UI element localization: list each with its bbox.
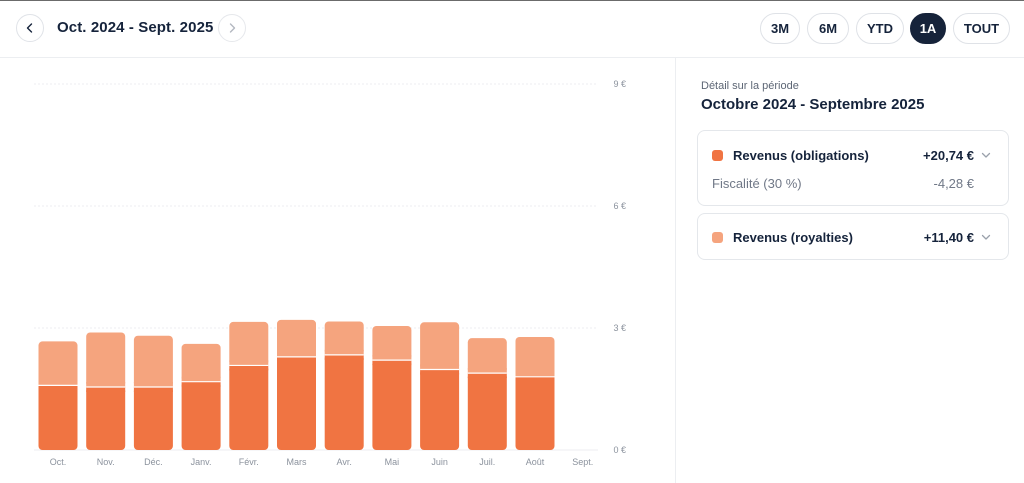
x-tick-label: Oct. — [50, 457, 67, 467]
bar-royalties — [229, 321, 269, 366]
fiscalite-label: Fiscalité (30 %) — [712, 176, 802, 191]
panel-divider — [675, 58, 676, 483]
bar-royalties — [467, 338, 507, 374]
content-area — [0, 57, 1024, 483]
royalties-swatch — [712, 231, 723, 243]
bar-obligations-cap — [372, 360, 412, 366]
obligations-swatch — [712, 149, 723, 161]
bar-royalties-base — [467, 368, 507, 374]
bar-obligations-cap — [133, 386, 173, 392]
bar-obligations — [372, 360, 412, 450]
bar-obligations-cap — [229, 365, 269, 371]
bar-royalties-base — [86, 381, 126, 387]
chevron-down-icon[interactable] — [980, 231, 992, 243]
bar-obligations-cap — [86, 386, 126, 392]
period-header: Oct. 2024 - Sept. 2025 3M 6M YTD 1A TOUT — [0, 1, 1024, 57]
bar-obligations — [38, 385, 78, 450]
bar-royalties — [420, 322, 460, 370]
range-tout-button[interactable]: TOUT — [953, 13, 1010, 44]
obligations-row[interactable]: Revenus (obligations) +20,74 € — [698, 145, 1008, 165]
bar-obligations — [181, 381, 221, 450]
bar-royalties — [133, 335, 173, 387]
previous-period-button[interactable] — [16, 14, 44, 42]
chevron-down-icon[interactable] — [980, 149, 992, 161]
royalties-value: +11,40 € — [923, 229, 974, 245]
revenue-bar-chart: 0 € 3 € 6 € 9 € Oct. Nov. Déc. Janv. Févr. Mars Av… — [34, 79, 626, 467]
chevron-right-icon — [229, 23, 236, 33]
bar-royalties — [372, 325, 412, 361]
y-tick-label: 3 € — [613, 323, 626, 333]
bar-royalties-base — [372, 355, 412, 361]
bar-obligations — [420, 369, 460, 450]
x-tick-label: Juil. — [479, 457, 495, 467]
bar-obligations-cap — [467, 373, 507, 379]
x-tick-label: Juin — [431, 457, 448, 467]
bar-royalties-base — [38, 380, 78, 386]
x-tick-label: Avr. — [337, 457, 352, 467]
obligations-value: +20,74 € — [923, 147, 974, 163]
x-tick-label: Févr. — [239, 457, 259, 467]
bar-obligations-cap — [420, 369, 460, 375]
bar-obligations — [324, 354, 364, 450]
y-tick-label: 6 € — [613, 201, 626, 211]
x-tick-label: Déc. — [144, 457, 163, 467]
x-tick-label: Août — [526, 457, 545, 467]
obligations-card: Revenus (obligations) +20,74 € Fiscalité… — [697, 130, 1009, 206]
bar-obligations-cap — [324, 354, 364, 360]
bar-obligations — [133, 386, 173, 450]
bar-obligations — [467, 373, 507, 450]
x-tick-label: Mai — [385, 457, 400, 467]
bar-royalties-base — [229, 360, 269, 366]
bar-royalties — [324, 321, 364, 355]
bar-royalties-base — [133, 381, 173, 387]
bar-obligations-cap — [515, 376, 555, 382]
range-1a-button[interactable]: 1A — [910, 13, 946, 44]
range-3m-button[interactable]: 3M — [760, 13, 800, 44]
detail-title: Octobre 2024 - Septembre 2025 — [701, 96, 925, 113]
range-ytd-button[interactable]: YTD — [856, 13, 904, 44]
y-tick-label: 0 € — [613, 445, 626, 455]
royalties-label: Revenus (royalties) — [733, 229, 853, 245]
x-tick-label: Nov. — [97, 457, 115, 467]
chevron-left-icon — [26, 23, 33, 33]
bar-obligations-cap — [38, 385, 78, 391]
royalties-card: Revenus (royalties) +11,40 € — [697, 213, 1009, 260]
x-tick-label: Janv. — [191, 457, 212, 467]
bar-obligations — [229, 365, 269, 450]
x-tick-label: Mars — [287, 457, 307, 467]
bar-royalties-base — [277, 351, 316, 357]
bar-royalties — [515, 336, 555, 377]
y-tick-label: 9 € — [613, 79, 626, 89]
detail-caption: Détail sur la période — [701, 80, 799, 92]
bar-royalties-base — [181, 376, 221, 382]
bar-obligations — [515, 376, 555, 450]
bar-royalties-base — [515, 371, 555, 377]
range-6m-button[interactable]: 6M — [807, 13, 849, 44]
obligations-label: Revenus (obligations) — [733, 147, 869, 163]
bar-obligations — [86, 386, 126, 450]
bar-royalties — [38, 341, 78, 386]
bar-royalties-base — [420, 364, 460, 370]
window-top-border — [0, 0, 1024, 1]
bar-royalties — [277, 319, 316, 357]
bar-royalties — [86, 332, 126, 387]
period-title: Oct. 2024 - Sept. 2025 — [57, 19, 214, 36]
bar-obligations-cap — [277, 356, 316, 362]
fiscalite-value: -4,28 € — [933, 176, 974, 191]
x-tick-label: Sept. — [572, 457, 593, 467]
royalties-row[interactable]: Revenus (royalties) +11,40 € — [698, 227, 1008, 247]
bar-royalties-base — [324, 349, 364, 355]
bar-obligations-cap — [181, 381, 221, 387]
bar-obligations — [277, 356, 316, 450]
bar-royalties — [181, 343, 221, 382]
next-period-button[interactable] — [218, 14, 246, 42]
